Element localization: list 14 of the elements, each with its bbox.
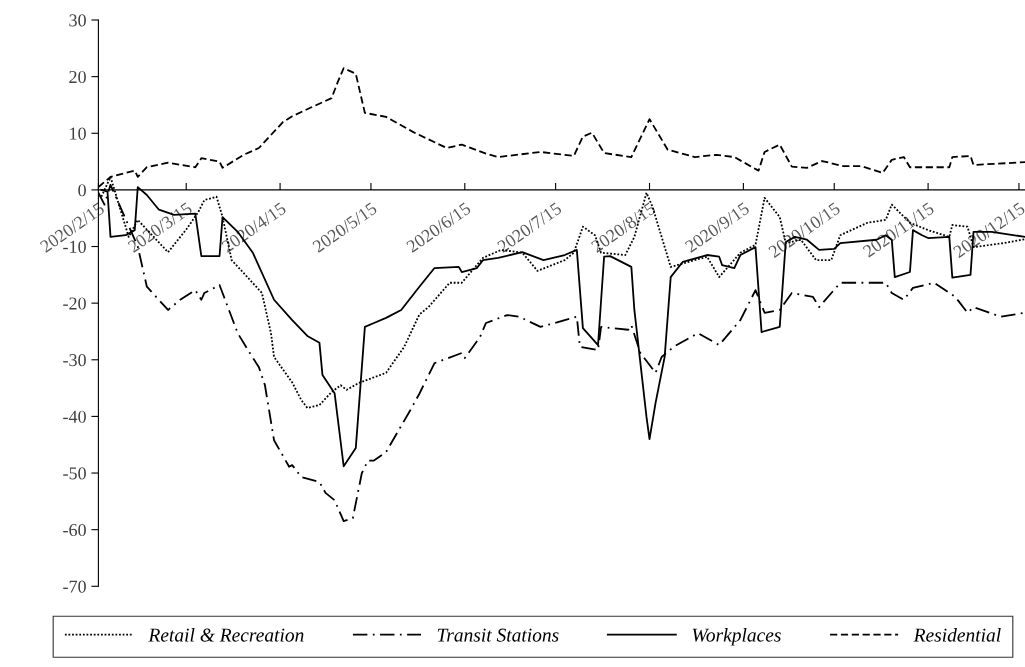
y-tick-label: 30	[69, 14, 86, 27]
legend-label: Retail & Recreation	[148, 627, 304, 642]
y-tick-label: 10	[70, 127, 86, 140]
legend-label: Transit Stations	[437, 628, 559, 642]
legend-label: Residential	[913, 627, 1001, 642]
y-tick-label: 0	[78, 184, 86, 197]
y-tick-label: -20	[63, 297, 86, 310]
y-tick-label: -30	[63, 354, 86, 367]
y-tick-label: -50	[63, 467, 86, 480]
legend-label: Workplaces	[692, 627, 781, 646]
y-tick-label: -40	[63, 410, 86, 423]
y-tick-label: -60	[63, 523, 86, 537]
y-tick-label: -70	[63, 580, 86, 593]
y-tick-label: 20	[69, 70, 86, 84]
